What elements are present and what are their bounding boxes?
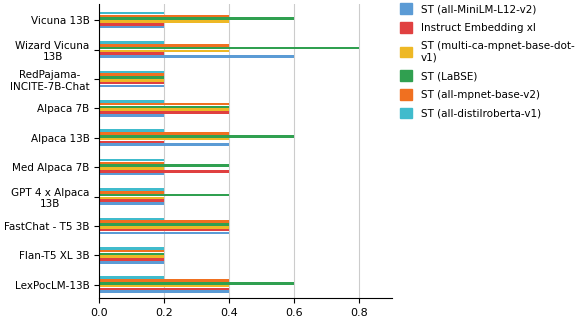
Bar [99, 111, 229, 114]
Bar [99, 100, 164, 103]
Bar [99, 197, 164, 199]
Bar [99, 159, 164, 161]
Bar [99, 50, 229, 52]
Bar [99, 229, 229, 231]
Bar [99, 221, 229, 223]
Bar [99, 165, 229, 167]
Bar [99, 103, 229, 105]
Bar [99, 232, 229, 234]
Bar [99, 106, 229, 108]
Bar [99, 143, 229, 146]
Bar [99, 141, 164, 143]
Bar [99, 247, 164, 250]
Bar [99, 85, 164, 87]
Bar [99, 41, 164, 44]
Bar [99, 44, 229, 47]
Bar [99, 191, 164, 194]
Bar [99, 170, 229, 173]
Bar [99, 223, 229, 226]
Bar [99, 194, 229, 196]
Bar [99, 258, 164, 261]
Bar [99, 261, 164, 263]
Bar [99, 282, 294, 285]
Bar [99, 285, 229, 287]
Bar [99, 52, 164, 55]
Bar [99, 288, 229, 290]
Bar [99, 12, 164, 14]
Bar [99, 279, 229, 282]
Bar [99, 162, 164, 164]
Bar [99, 199, 164, 202]
Bar [99, 23, 164, 25]
Bar [99, 129, 164, 132]
Bar [99, 290, 229, 293]
Bar [99, 218, 164, 220]
Bar [99, 250, 164, 252]
Bar [99, 114, 164, 117]
Bar [99, 253, 164, 255]
Bar [99, 255, 164, 258]
Bar [99, 132, 229, 135]
Bar [99, 167, 164, 170]
Bar [99, 82, 164, 84]
Bar [99, 20, 229, 23]
Bar [99, 173, 164, 175]
Bar [99, 277, 164, 279]
Bar [99, 71, 164, 73]
Bar [99, 202, 164, 205]
Bar [99, 138, 229, 140]
Bar [99, 188, 164, 191]
Bar [99, 76, 164, 79]
Bar [99, 226, 229, 229]
Bar [99, 73, 164, 76]
Bar [99, 55, 294, 58]
Bar [99, 47, 359, 49]
Bar [99, 15, 229, 17]
Legend: ST (all-MiniLM-L12-v2), Instruct Embedding xl, ST (multi-ca-mpnet-base-dot-
v1),: ST (all-MiniLM-L12-v2), Instruct Embeddi… [400, 4, 574, 118]
Bar [99, 135, 294, 137]
Bar [99, 17, 294, 20]
Bar [99, 79, 164, 81]
Bar [99, 26, 164, 28]
Bar [99, 109, 229, 111]
